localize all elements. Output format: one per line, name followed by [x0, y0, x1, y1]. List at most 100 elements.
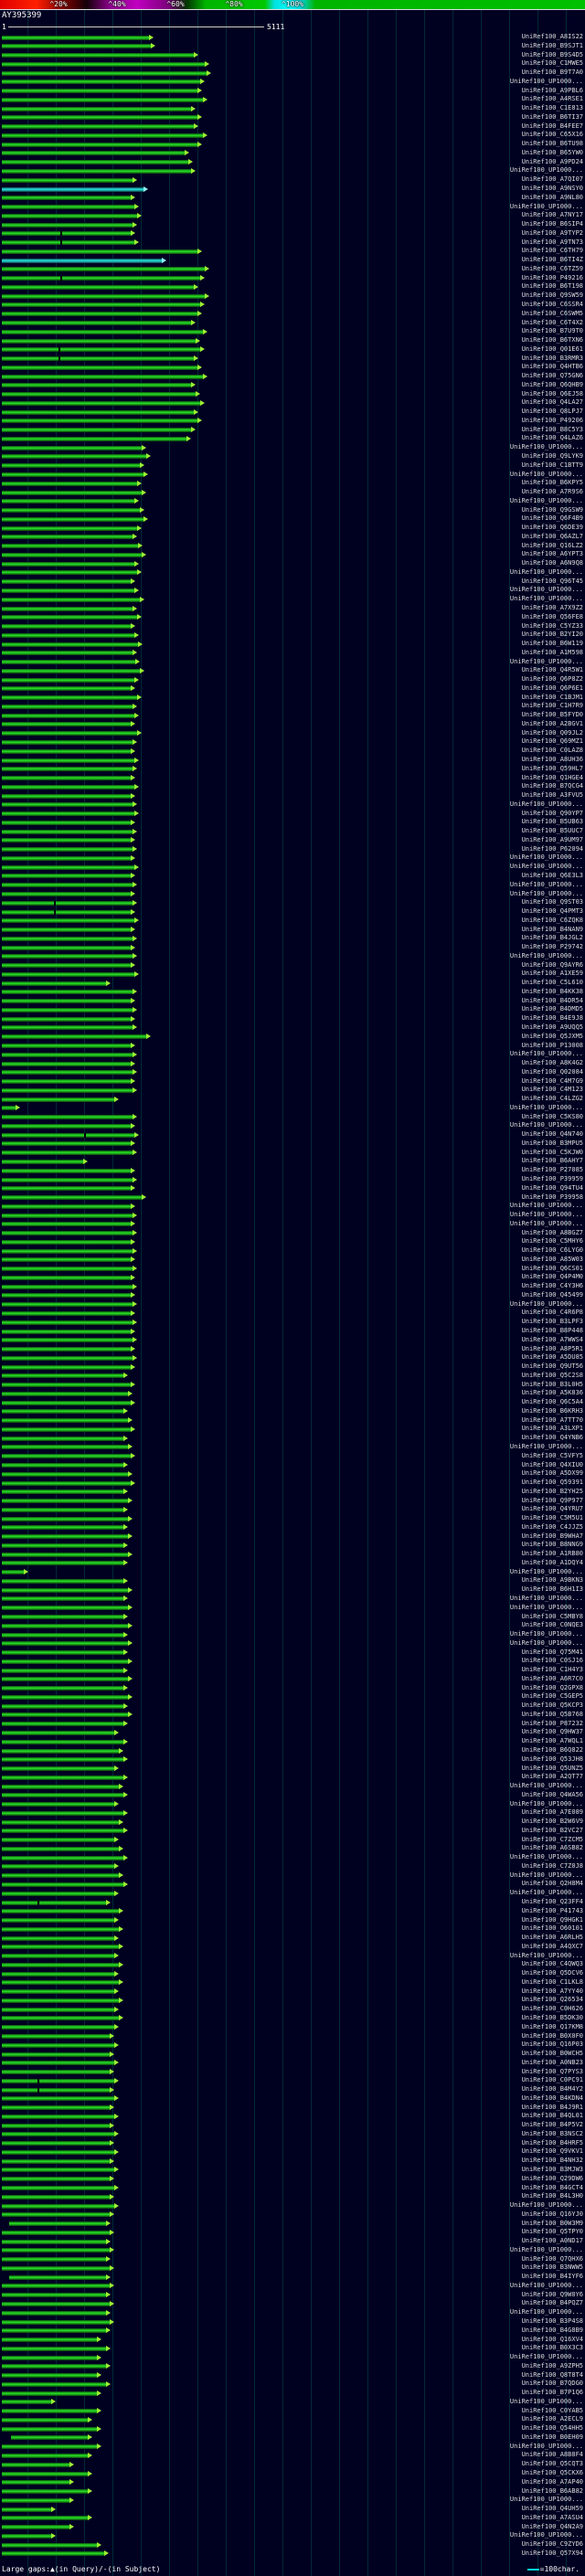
hit-label[interactable]: UniRef100_C4Y3H6 — [521, 1282, 583, 1290]
hit-bar[interactable] — [2, 2177, 112, 2182]
hit-label[interactable]: UniRef100_B7P1Q6 — [521, 2389, 583, 2397]
hit-label[interactable]: UniRef100_Q4LAZ6 — [521, 434, 583, 442]
hit-label[interactable]: UniRef100_A8B8F4 — [521, 2451, 583, 2459]
hit-label[interactable]: UniRef100_Q96T45 — [521, 577, 583, 585]
hit-label[interactable]: UniRef100_A7X9Z2 — [521, 604, 583, 611]
hit-label[interactable]: UniRef100_A8BGZ7 — [521, 1228, 583, 1236]
hit-label[interactable]: UniRef100_B4J9R1 — [521, 2103, 583, 2111]
hit-label[interactable]: UniRef100_Q5B768 — [521, 1710, 583, 1718]
hit-label[interactable]: UniRef100_B0WCH5 — [521, 2050, 583, 2058]
hit-bar[interactable] — [2, 677, 135, 683]
hit-bar[interactable] — [2, 2355, 98, 2360]
hit-bar[interactable] — [2, 1873, 121, 1879]
hit-bar[interactable] — [2, 2328, 107, 2334]
hit-label[interactable]: UniRef100_UP1000... — [509, 1871, 583, 1879]
hit-bar[interactable] — [2, 1909, 121, 1914]
hit-label[interactable]: UniRef100_C0YAB5 — [521, 2406, 583, 2414]
hit-label[interactable]: UniRef100_Q6C5A4 — [521, 1398, 583, 1406]
hit-bar[interactable] — [2, 356, 196, 362]
hit-label[interactable]: UniRef100_C6ZQK8 — [521, 916, 583, 924]
hit-bar[interactable] — [2, 2337, 98, 2343]
hit-label[interactable]: UniRef100_Q4YRU7 — [521, 1505, 583, 1513]
hit-label[interactable]: UniRef100_Q9ST03 — [521, 898, 583, 906]
hit-bar[interactable] — [2, 106, 193, 111]
hit-label[interactable]: UniRef100_A3FVU5 — [521, 791, 583, 800]
hit-bar[interactable] — [2, 409, 196, 415]
hit-bar[interactable] — [2, 1516, 130, 1521]
hit-bar[interactable] — [2, 936, 134, 941]
hit-label[interactable]: UniRef100_A1XE59 — [521, 970, 583, 978]
hit-bar[interactable] — [2, 945, 133, 950]
hit-label[interactable]: UniRef100_A7R9S6 — [521, 488, 583, 496]
hit-label[interactable]: UniRef100_P27085 — [521, 1166, 583, 1174]
hit-label[interactable]: UniRef100_A6N9Q8 — [521, 559, 583, 567]
hit-bar[interactable] — [2, 392, 197, 398]
hit-bar[interactable] — [2, 1087, 134, 1093]
hit-label[interactable]: UniRef100_A3LXP1 — [521, 1425, 583, 1433]
hit-bar[interactable] — [2, 284, 196, 290]
hit-label[interactable]: UniRef100_UP1000... — [509, 1630, 583, 1638]
hit-label[interactable]: UniRef100_UP1000... — [509, 1202, 583, 1210]
hit-bar[interactable] — [2, 1962, 121, 1967]
hit-bar[interactable] — [2, 2105, 112, 2111]
hit-bar[interactable] — [2, 1044, 133, 1049]
hit-bar[interactable] — [2, 2149, 116, 2155]
hit-label[interactable]: UniRef100_C5YZ33 — [521, 621, 583, 630]
hit-label[interactable]: UniRef100_Q6DE39 — [521, 524, 583, 532]
hit-label[interactable]: UniRef100_A4RSE1 — [521, 95, 583, 103]
hit-label[interactable]: UniRef100_Q9HW37 — [521, 1728, 583, 1736]
hit-label[interactable]: UniRef100_C5VFY5 — [521, 1451, 583, 1459]
hit-label[interactable]: UniRef100_Q9UT56 — [521, 1362, 583, 1371]
hit-label[interactable]: UniRef100_B3L0H5 — [521, 1380, 583, 1388]
hit-label[interactable]: UniRef100_B0X3C3 — [521, 2344, 583, 2352]
hit-bar[interactable] — [2, 748, 133, 754]
hit-label[interactable]: UniRef100_Q4R5W1 — [521, 666, 583, 674]
hit-bar[interactable] — [2, 2212, 112, 2218]
hit-label[interactable]: UniRef100_A7NY17 — [521, 211, 583, 219]
hit-label[interactable]: UniRef100_B4M4Y2 — [521, 2085, 583, 2094]
hit-label[interactable]: UniRef100_UP1000... — [509, 1603, 583, 1611]
hit-label[interactable]: UniRef100_Q9P977 — [521, 1496, 583, 1504]
hit-label[interactable]: UniRef100_UP1000... — [509, 863, 583, 871]
hit-label[interactable]: UniRef100_Q5TPY0 — [521, 2228, 583, 2236]
hit-label[interactable]: UniRef100_Q5CQT3 — [521, 2460, 583, 2468]
hit-bar[interactable] — [2, 883, 134, 888]
hit-bar[interactable] — [2, 990, 134, 995]
hit-bar[interactable] — [2, 1954, 116, 1959]
hit-label[interactable]: UniRef100_Q59391 — [521, 1479, 583, 1487]
hit-bar[interactable] — [2, 1918, 116, 1924]
hit-label[interactable]: UniRef100_B5UB63 — [521, 818, 583, 826]
hit-bar[interactable] — [2, 1141, 133, 1147]
hit-bar[interactable] — [2, 1534, 130, 1540]
hit-bar[interactable] — [2, 2070, 112, 2075]
hit-label[interactable]: UniRef100_A1M598 — [521, 648, 583, 656]
hit-label[interactable]: UniRef100_A2QT77 — [521, 1773, 583, 1781]
hit-bar[interactable] — [2, 2489, 89, 2495]
hit-label[interactable]: UniRef100_B65YW0 — [521, 148, 583, 156]
hit-bar[interactable] — [2, 784, 135, 790]
hit-label[interactable]: UniRef100_A8UH36 — [521, 756, 583, 764]
hit-label[interactable]: UniRef100_A8K4G2 — [521, 1059, 583, 1067]
hit-bar[interactable] — [2, 1338, 134, 1343]
hit-label[interactable]: UniRef100_UP1000... — [509, 2201, 583, 2210]
hit-label[interactable]: UniRef100_Q4XIU0 — [521, 1460, 583, 1468]
hit-bar[interactable] — [2, 1115, 134, 1120]
hit-label[interactable]: UniRef100_Q01E61 — [521, 345, 583, 353]
hit-bar[interactable] — [2, 1052, 134, 1057]
hit-bar[interactable] — [2, 767, 134, 772]
hit-label[interactable]: UniRef100_A7E089 — [521, 1808, 583, 1817]
hit-bar[interactable] — [8, 2274, 107, 2280]
hit-bar[interactable] — [2, 811, 135, 817]
hit-bar[interactable] — [2, 2293, 107, 2298]
hit-bar[interactable] — [2, 2034, 112, 2039]
hit-bar[interactable] — [2, 1659, 130, 1664]
hit-label[interactable]: UniRef100_A4QXC7 — [521, 1942, 583, 1950]
hit-label[interactable]: UniRef100_Q7QHX6 — [521, 2254, 583, 2263]
hit-label[interactable]: UniRef100_Q4N2A9 — [521, 2522, 583, 2530]
hit-bar[interactable] — [2, 1222, 133, 1227]
hit-label[interactable]: UniRef100_Q6P8Z2 — [521, 675, 583, 684]
hit-label[interactable]: UniRef100_A9NSY0 — [521, 185, 583, 193]
hit-bar[interactable] — [2, 739, 134, 745]
hit-label[interactable]: UniRef100_A9PD24 — [521, 157, 583, 165]
hit-label[interactable]: UniRef100_C6LYG0 — [521, 1246, 583, 1255]
